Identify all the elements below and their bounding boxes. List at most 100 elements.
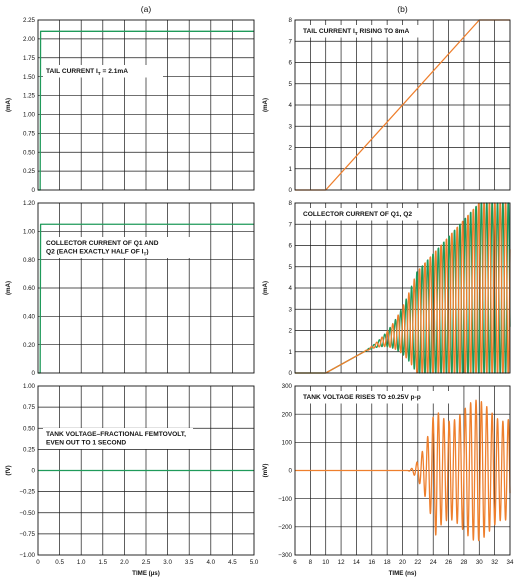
y-tick-label: −0.75 [19,531,35,538]
annotation-background [300,25,420,38]
y-tick-label: 4 [289,285,293,292]
y-tick-label: 0.20 [23,342,36,349]
series-group-b2 [294,202,511,374]
y-tick-label: −200 [278,524,292,531]
y-tick-label: 0 [32,370,36,377]
series-line-q2 [294,202,511,374]
annotation-background [43,65,163,78]
x-tick-label: 1.5 [98,559,107,566]
grid-a2 [38,203,254,373]
y-tick-label: 2.25 [23,17,36,24]
x-tick-label: 14 [353,559,360,566]
y-tick-label: 5 [289,264,293,271]
annotation-text: TANK VOLTAGE–FRACTIONAL FEMTOVOLT, [46,431,186,438]
y-tick-label: −1.00 [19,552,35,559]
x-tick-label: 5.0 [250,559,259,566]
x-tick-label: 12 [338,559,345,566]
x-tick-label: 28 [460,559,467,566]
y-tick-label: 300 [282,383,293,390]
y-tick-label: 1.00 [23,383,36,390]
y-tick-label: 1.25 [23,93,36,100]
annotation-background [300,208,420,221]
annotation-background [300,391,450,404]
y-tick-label: 0 [32,468,36,475]
x-tick-label: 4.0 [206,559,215,566]
y-tick-label: 0.80 [23,257,36,264]
y-tick-label: 6 [289,243,293,250]
annotation-text: TAIL CURRENT IT RISING TO 8mA [303,28,409,37]
x-tick-label: 4.5 [228,559,237,566]
annotation-text: TANK VOLTAGE RISES TO ±0.25V p-p [303,394,421,401]
y-tick-label: −0.50 [19,510,35,517]
y-tick-label: 0.60 [23,285,36,292]
y-tick-label: 1.00 [23,112,36,119]
annotation-text: TAIL CURRENT IT = 2.1mA [46,68,128,77]
y-tick-label: −100 [278,496,292,503]
annotation-background [43,428,193,449]
x-axis-label: TIME (µs) [132,570,160,577]
chart-panel-a1: 0 0.25 0.50 0.75 1.00 1.25 1.50 1.75 2.00 2.25 (mA… [5,4,255,194]
y-tick-label: 7 [289,221,293,228]
y-tick-label: −300 [278,552,292,559]
y-tick-label: 0.75 [23,130,36,137]
x-tick-label: 8 [309,559,313,566]
y-tick-label: 3 [289,123,293,130]
y-tick-label: 2 [289,145,293,152]
x-tick-label: 30 [476,559,483,566]
grid-a1 [38,20,254,190]
chart-panel-a2: 0 0.20 0.40 0.60 0.80 1.00 1.20 (mA) COLLECTOR C… [5,200,255,377]
y-tick-label: 1.00 [23,228,36,235]
y-tick-label: 200 [282,411,293,418]
annotation-text: EVEN OUT TO 1 SECOND [46,440,126,447]
y-tick-label: 0 [289,370,293,377]
chart-panel-b2: 0 1 2 3 4 5 6 7 8 (mA) COLLECTOR CURRENT OF Q1, Q2 [262,200,511,377]
x-tick-label: 0 [36,559,40,566]
y-tick-label: 0.25 [23,168,36,175]
y-tick-label: 2 [289,328,293,335]
y-tick-label: 0.25 [23,446,36,453]
y-tick-label: 100 [282,439,293,446]
x-tick-label: 34 [507,559,514,566]
y-tick-label: 0.40 [23,313,36,320]
x-tick-label: 3.0 [163,559,172,566]
x-tick-label: 16 [368,559,375,566]
plot-frame [294,19,511,191]
annotation-text: COLLECTOR CURRENT OF Q1 AND [46,240,159,247]
series-group-b3 [294,399,511,542]
y-tick-label: 7 [289,38,293,45]
annotation-text: Q2 (EACH EXACTLY HALF OF IT) [46,249,149,258]
y-tick-label: 0 [32,187,36,194]
series-line-tank-voltage [294,399,511,542]
y-tick-label: 4 [289,102,293,109]
panel-label: (b) [397,4,408,14]
y-tick-label: 1.50 [23,74,36,81]
y-axis-label: (mA) [5,281,12,295]
y-tick-label: 0.75 [23,404,36,411]
x-tick-label: 24 [430,559,437,566]
y-axis-label: (mA) [262,281,269,295]
chart-panel-b3: −300 −200 −100 0 100 200 300 6 8 10 12 14 16 18 20 22 24… [262,383,514,577]
y-axis-label: (mA) [5,98,12,112]
y-tick-label: 1.20 [23,200,36,207]
annotation-background [43,237,193,258]
x-tick-label: 26 [445,559,452,566]
x-tick-label: 10 [322,559,329,566]
x-tick-label: 20 [399,559,406,566]
y-tick-label: 0.50 [23,425,36,432]
plot-frame [294,202,511,374]
x-tick-label: 32 [491,559,498,566]
y-tick-label: 0 [289,187,293,194]
y-axis-label: (fV) [5,465,12,475]
grid-b1 [295,20,510,190]
y-tick-label: 6 [289,60,293,67]
y-tick-label: 1 [289,349,293,356]
y-tick-label: 2.00 [23,36,36,43]
y-tick-label: 0 [289,468,293,475]
y-tick-label: −0.25 [19,489,35,496]
y-tick-label: 1.75 [23,55,36,62]
x-tick-label: 18 [384,559,391,566]
chart-panel-a3: −1.00 −0.75 −0.50 −0.25 0 0.25 0.50 0.75 1.00 0 0.… [5,383,259,577]
plot-frame [37,19,255,191]
x-tick-label: 0.5 [55,559,64,566]
plot-frame [37,202,255,374]
